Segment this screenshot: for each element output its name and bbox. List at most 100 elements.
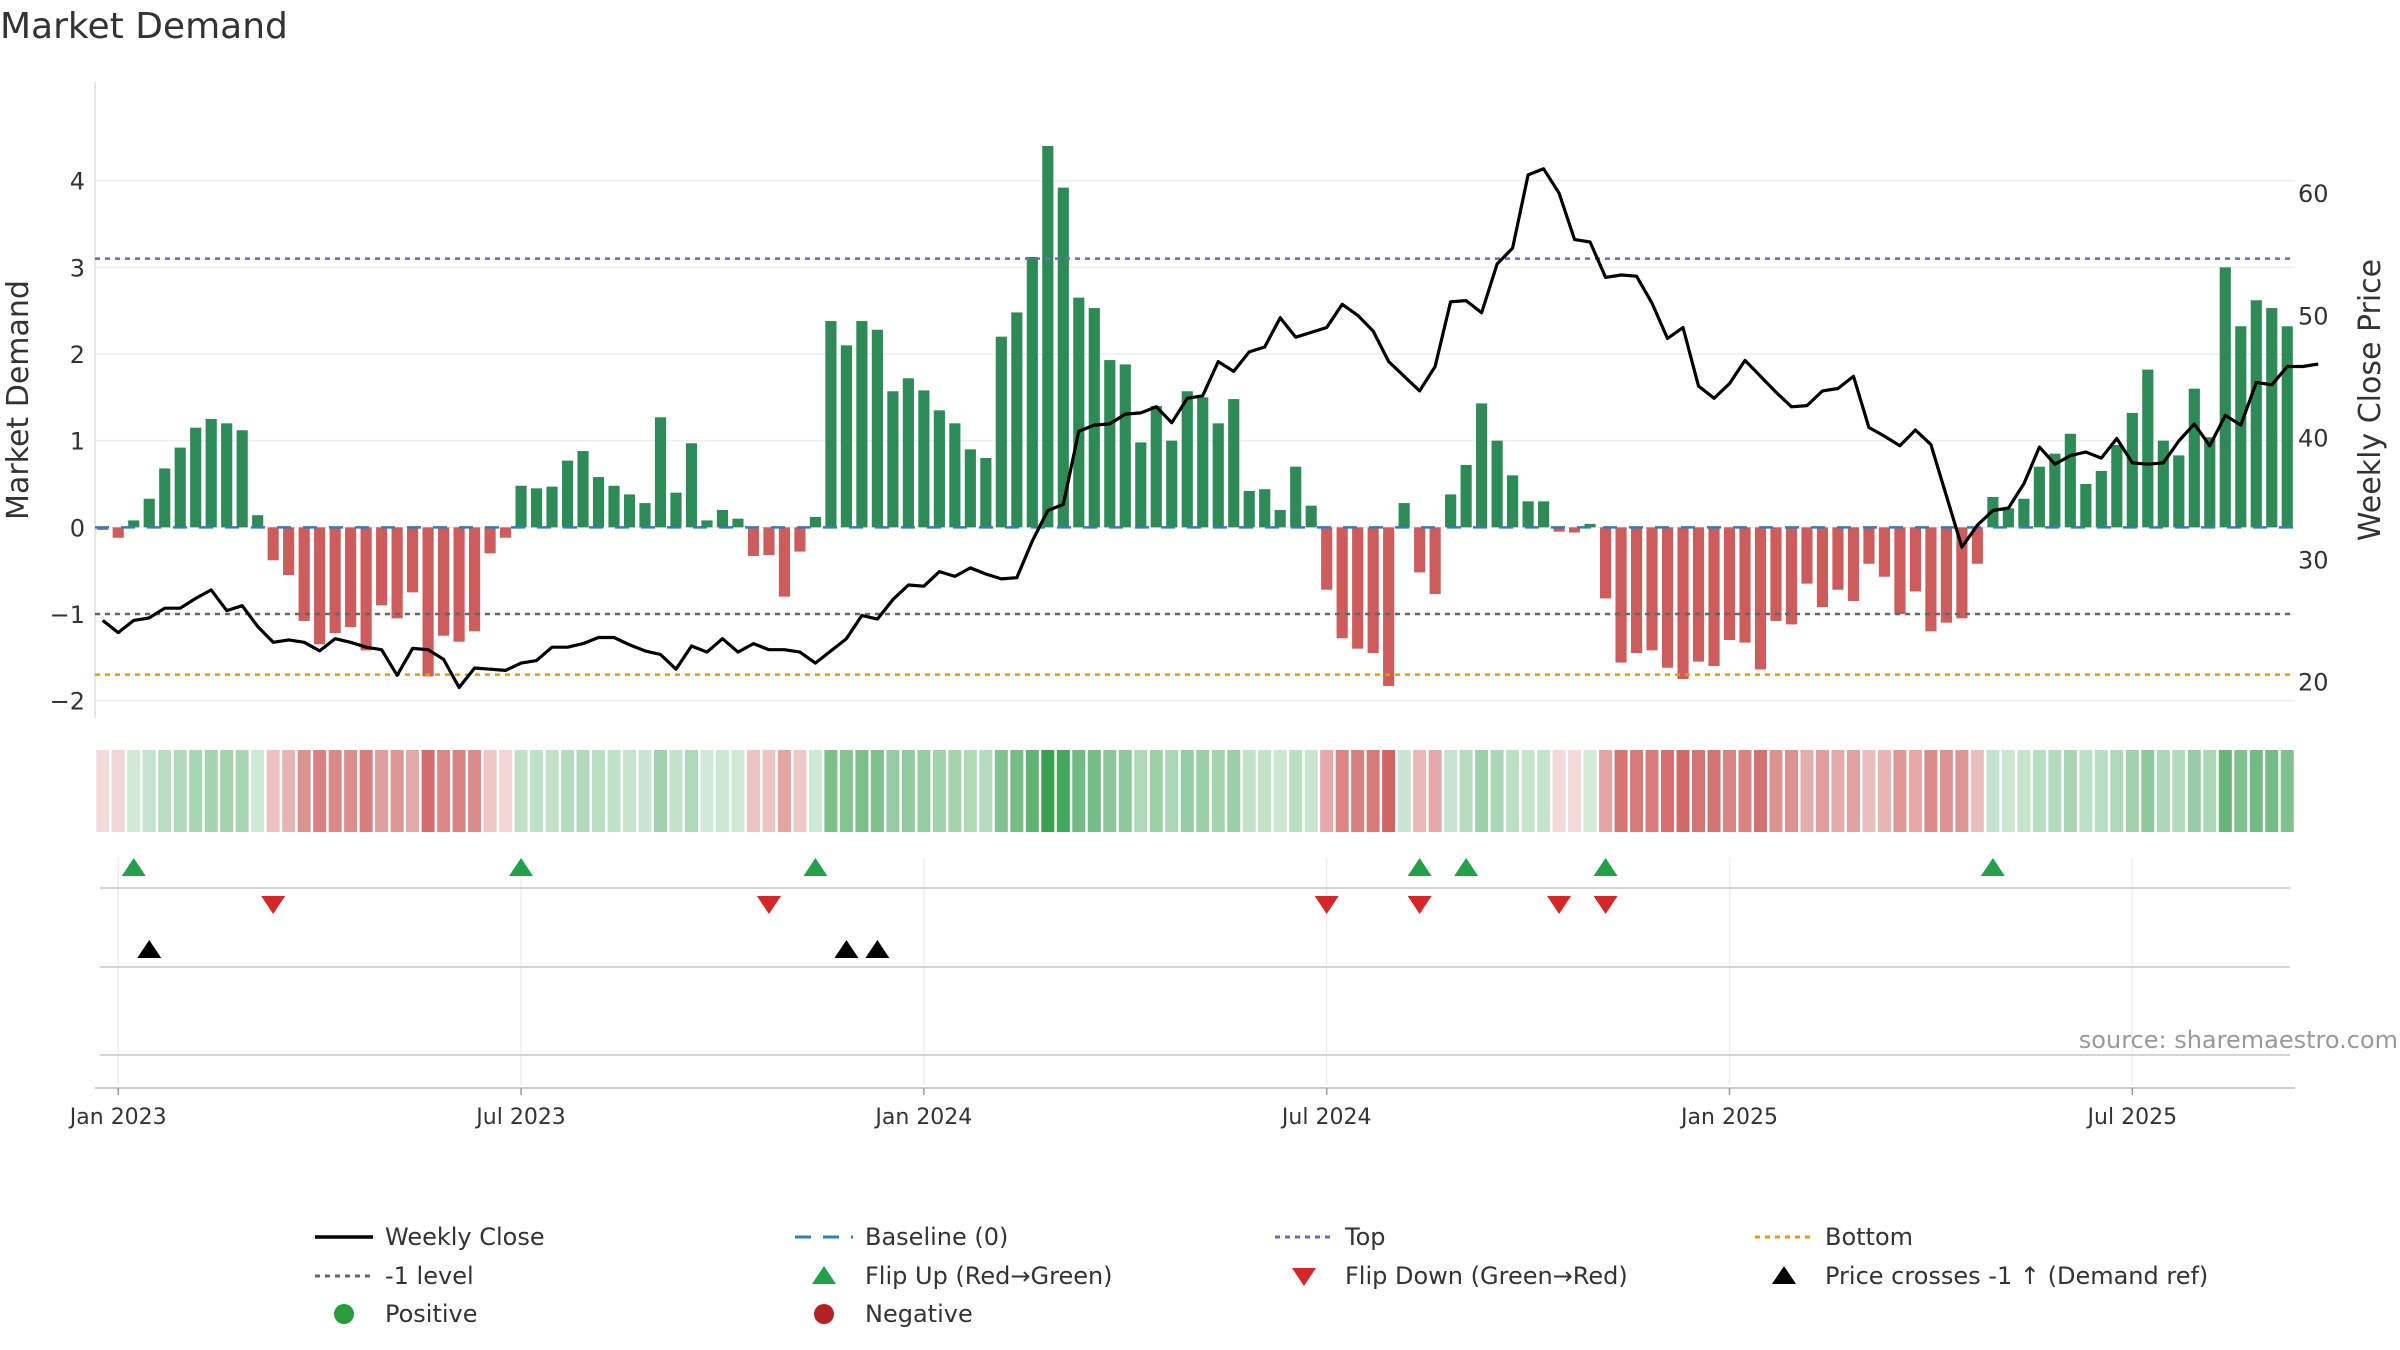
demand-bar [1925, 527, 1937, 632]
strip-cell [204, 750, 218, 832]
strip-cell [1924, 750, 1938, 832]
demand-bar [2188, 388, 2200, 528]
strip-cell [1165, 750, 1179, 832]
x-tick-label: Jan 2025 [1679, 1105, 1778, 1130]
strip-cell [963, 750, 977, 832]
legend-label: Positive [385, 1300, 478, 1328]
strip-cell [1583, 750, 1597, 832]
demand-bar [1770, 527, 1782, 621]
strip-cell [1180, 750, 1194, 832]
x-tick-label: Jan 2024 [873, 1105, 972, 1130]
strip-cell [1149, 750, 1163, 832]
legend-swatch-circle [814, 1304, 834, 1324]
strip-cell [1908, 750, 1922, 832]
strip-cell [1537, 750, 1551, 832]
strip-cell [421, 750, 435, 832]
demand-bar [484, 527, 496, 554]
x-tick-label: Jul 2024 [1280, 1105, 1372, 1130]
demand-bar [856, 321, 868, 528]
legend-item-negative: Negative [814, 1300, 973, 1328]
demand-bar [1878, 527, 1891, 577]
strip-cell [731, 750, 745, 832]
strip-cell [870, 750, 884, 832]
strip-cell [2141, 750, 2155, 832]
demand-bar [1367, 527, 1379, 653]
y-right-tick-label: 30 [2298, 546, 2329, 574]
demand-bar [1754, 527, 1767, 670]
strip-cell [1846, 750, 1860, 832]
demand-bar [143, 498, 155, 528]
strip-cell [1568, 750, 1582, 832]
demand-bar [438, 527, 450, 636]
demand-bar [469, 527, 481, 632]
demand-bar [2049, 453, 2061, 528]
strip-cell [1041, 750, 1055, 832]
strip-cell [545, 750, 559, 832]
strip-cell [483, 750, 497, 832]
strip-cell [948, 750, 962, 832]
demand-bar [1135, 442, 1147, 528]
strip-cell [2017, 750, 2031, 832]
y-right-tick-label: 60 [2298, 180, 2329, 208]
strip-cell [1692, 750, 1706, 832]
demand-bar [825, 321, 837, 528]
strip-cell [2063, 750, 2077, 832]
strip-cell [1552, 750, 1566, 832]
y-tick-label: 4 [70, 168, 85, 196]
demand-bar [1259, 489, 1271, 528]
demand-bar [2126, 412, 2138, 528]
strip-cell [824, 750, 838, 832]
strip-cell [2001, 750, 2015, 832]
strip-cell [344, 750, 358, 832]
demand-bar [546, 486, 558, 528]
main-panel: −2 −1 0 1 2 3 4 20 30 40 50 60 Market Demand Weekly C… [1, 82, 2388, 718]
strip-cell [1413, 750, 1427, 832]
legend-item-top: Top [1275, 1223, 1386, 1251]
strip-cell [762, 750, 776, 832]
demand-bar [2002, 508, 2014, 528]
legend-item-flip-down-green-red: Flip Down (Green→Red) [1292, 1262, 1628, 1290]
legend-item-baseline-0: Baseline (0) [795, 1223, 1008, 1251]
y-right-tick-label: 50 [2298, 302, 2329, 330]
strip-cell [1428, 750, 1442, 832]
strip-cell [839, 750, 853, 832]
flip-down-marker [261, 896, 286, 914]
strip-cell [359, 750, 373, 832]
strip-cell [111, 750, 125, 832]
strip-cell [777, 750, 791, 832]
y-right-tick-label: 20 [2298, 668, 2329, 696]
strip-cell [1738, 750, 1752, 832]
demand-bar [670, 492, 682, 528]
demand-bar [422, 527, 434, 677]
y-tick-label: 0 [70, 514, 85, 542]
y-axis-label: Market Demand [1, 280, 36, 520]
x-tick-label: Jan 2023 [68, 1105, 167, 1130]
legend-swatch-triangle-down [1292, 1268, 1316, 1286]
strip-cell [1227, 750, 1241, 832]
strip-cell [1118, 750, 1132, 832]
legend-label: Negative [865, 1300, 973, 1328]
strip-cell [1862, 750, 1876, 832]
demand-bar [1057, 187, 1069, 528]
demand-bar [2142, 369, 2154, 528]
demand-bar [1476, 403, 1488, 528]
strip-cell [2203, 750, 2217, 832]
strip-cell [2032, 750, 2046, 832]
demand-bar [732, 518, 744, 528]
legend-item-1-level: -1 level [315, 1262, 474, 1290]
strip-cell [700, 750, 714, 832]
demand-bar [685, 443, 698, 528]
strip-cell [901, 750, 915, 832]
strip-cell [886, 750, 900, 832]
legend-item-weekly-close: Weekly Close [315, 1223, 545, 1251]
demand-bar [2033, 466, 2045, 528]
demand-bar [515, 485, 527, 528]
strip-cell [994, 750, 1008, 832]
strip-cell [607, 750, 621, 832]
heat-strip [96, 750, 2294, 832]
demand-bar [608, 485, 620, 528]
flip-up-marker [121, 858, 146, 876]
strip-cell [158, 750, 172, 832]
demand-bar [809, 516, 821, 528]
demand-bar [345, 527, 357, 627]
